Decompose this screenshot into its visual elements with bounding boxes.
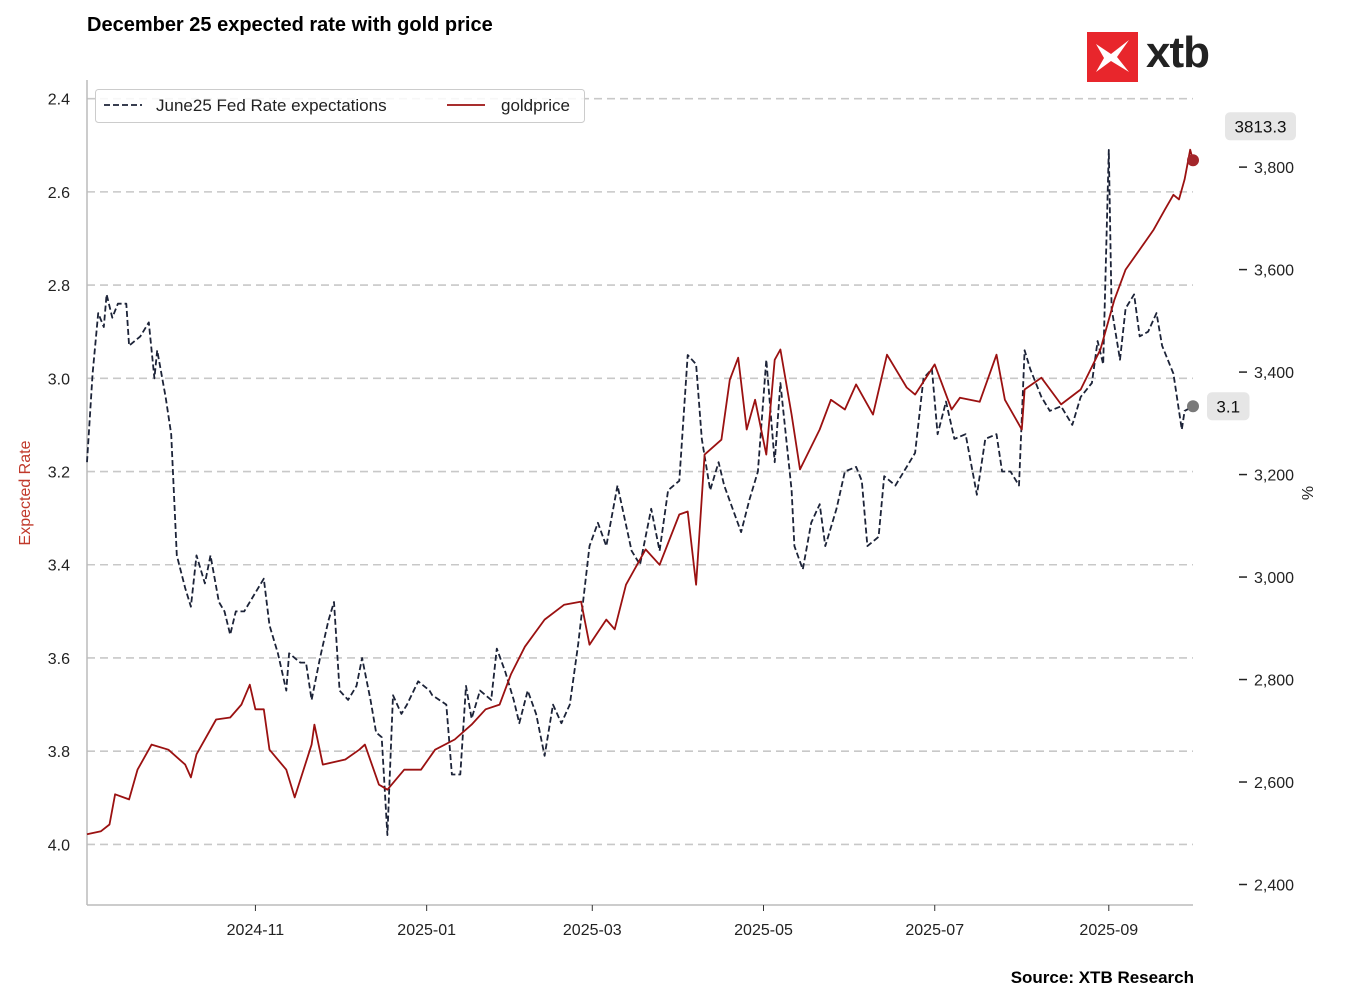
right-tick-label: 3,800: [1254, 160, 1294, 177]
right-tick-label: 3,400: [1254, 365, 1294, 382]
legend: June25 Fed Rate expectations goldprice: [95, 89, 585, 123]
right-tick-label: 3,000: [1254, 570, 1294, 587]
x-tick-label: 2024-11: [227, 922, 285, 939]
left-tick-label: 3.6: [48, 651, 70, 668]
value-badge-bg: [1225, 112, 1296, 141]
x-tick-label: 2025-05: [734, 922, 793, 939]
left-tick-label: 3.4: [48, 558, 70, 575]
legend-label: goldprice: [501, 96, 570, 115]
xtb-logo: xtb: [1087, 28, 1217, 82]
left-tick-label: 2.8: [48, 278, 70, 295]
right-tick-label: 2,400: [1254, 878, 1294, 895]
rate-expectations-line: [86, 149, 1194, 836]
right-tick-label: 3,600: [1254, 263, 1294, 280]
legend-box: [95, 89, 585, 123]
gold-last-marker: [1187, 154, 1199, 167]
left-axis-label: Expected Rate: [17, 440, 34, 545]
xtb-logo-mark-icon: [1087, 32, 1138, 82]
x-tick-label: 2025-09: [1079, 922, 1138, 939]
left-tick-label: 3.0: [48, 371, 70, 388]
xtb-logo-text: xtb: [1146, 28, 1210, 77]
x-tick-label: 2025-07: [905, 922, 964, 939]
left-tick-label: 4.0: [48, 837, 70, 854]
legend-label: June25 Fed Rate expectations: [156, 96, 387, 115]
x-tick-label: 2025-01: [397, 922, 456, 939]
source-note: Source: XTB Research: [1010, 968, 1194, 987]
right-axis-label: %: [1300, 486, 1317, 500]
value-badge-text: 3.1: [1216, 397, 1240, 416]
left-tick-label: 3.2: [48, 465, 70, 482]
value-badge-text: 3813.3: [1235, 117, 1287, 136]
x-tick-label: 2025-03: [563, 922, 622, 939]
rate-last-marker: [1187, 400, 1199, 413]
left-tick-label: 3.8: [48, 744, 70, 761]
left-tick-label: 2.4: [48, 92, 70, 109]
rate-last-value-badge: 3.1: [1207, 392, 1250, 421]
right-tick-label: 2,600: [1254, 775, 1294, 792]
chart-title: December 25 expected rate with gold pric…: [87, 14, 493, 36]
left-tick-label: 2.6: [48, 185, 70, 202]
value-badge-bg: [1207, 392, 1250, 421]
gold-price-line: [86, 148, 1194, 836]
right-tick-label: 3,200: [1254, 468, 1294, 485]
right-tick-label: 2,800: [1254, 673, 1294, 690]
gold-last-value-badge: 3813.3: [1225, 112, 1296, 141]
